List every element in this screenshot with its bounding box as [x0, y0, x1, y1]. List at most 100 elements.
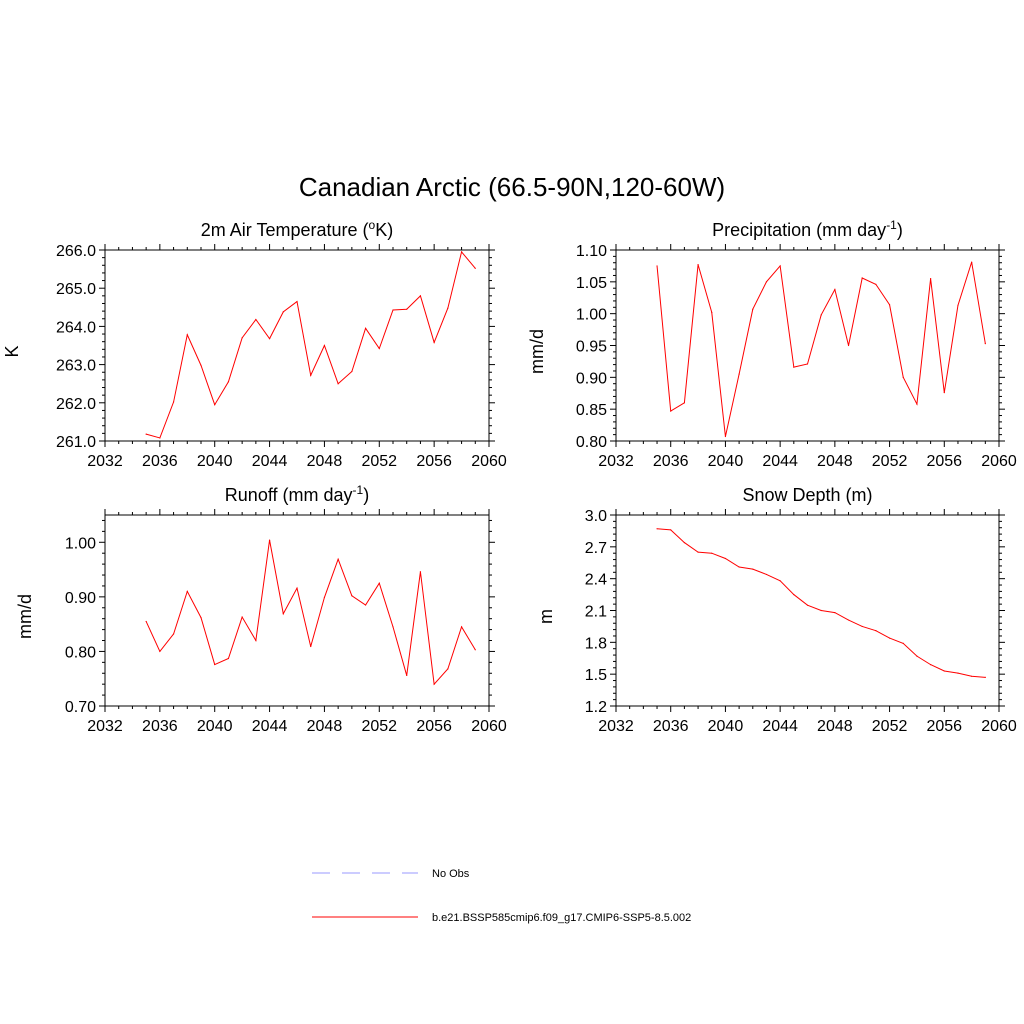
data-point [670, 410, 672, 412]
panel-title: Snow Depth (m) [742, 485, 872, 505]
plot-frame [104, 514, 490, 707]
x-tick-label: 2060 [471, 718, 507, 735]
data-point [834, 612, 836, 614]
plot-frame [615, 249, 1000, 442]
x-tick-label: 2060 [981, 453, 1017, 470]
data-point [943, 392, 945, 394]
y-tick-label: 2.4 [585, 572, 607, 589]
data-point [847, 619, 850, 621]
data-point [364, 327, 367, 329]
data-point [227, 657, 230, 660]
data-point [957, 304, 959, 306]
x-tick-label: 2052 [361, 453, 397, 470]
data-point [834, 288, 836, 291]
x-tick-label: 2036 [653, 718, 689, 735]
data-point [888, 637, 891, 639]
y-tick-label: 1.8 [585, 635, 607, 652]
panel-title-superscript: -1 [886, 218, 897, 232]
data-point [875, 283, 877, 285]
y-tick-label: 0.90 [576, 370, 607, 387]
data-point [971, 261, 973, 263]
series-line [657, 528, 986, 678]
x-tick-label: 2056 [416, 718, 452, 735]
data-point [752, 568, 754, 570]
data-point [765, 281, 768, 283]
data-point [172, 633, 175, 635]
x-tick-label: 2044 [762, 718, 798, 735]
data-point [406, 308, 408, 310]
y-tick-label: 0.85 [576, 402, 607, 419]
data-point [460, 251, 463, 253]
y-tick-label: 266.0 [56, 243, 96, 260]
x-tick-label: 2048 [307, 718, 343, 735]
data-point [683, 541, 685, 544]
data-point [711, 552, 713, 554]
data-point [779, 580, 781, 582]
y-tick-label: 1.00 [65, 535, 96, 552]
data-point [433, 341, 435, 344]
y-tick-label: 3.0 [585, 508, 607, 525]
panel-title-suffix: ) [363, 485, 369, 505]
data-point [656, 528, 658, 530]
panel-title-suffix: K) [375, 220, 393, 240]
panel-2: 2032 2036 2040 2044 2048 2052 2056 2060 0.80 0.85… [527, 218, 1017, 470]
x-tick-label: 2052 [872, 718, 908, 735]
panel-title: 2m Air Temperature (oK) [201, 218, 393, 240]
data-point [378, 582, 380, 584]
data-point [806, 604, 809, 606]
data-point [200, 364, 202, 366]
data-point [310, 645, 312, 648]
x-tick-label: 2056 [926, 453, 962, 470]
panel-title-text: 2m Air Temperature ( [201, 220, 369, 240]
x-tick-label: 2048 [307, 453, 343, 470]
data-point [186, 590, 188, 593]
data-point [793, 593, 795, 596]
plot-frame [615, 514, 1000, 707]
x-tick-label: 2060 [471, 453, 507, 470]
data-point [765, 573, 768, 576]
data-point [351, 370, 353, 373]
y-axis-label: m [536, 609, 556, 624]
x-tick-label: 2060 [981, 718, 1017, 735]
data-point [392, 309, 394, 311]
data-point [697, 264, 699, 266]
data-point [861, 625, 863, 628]
data-point [310, 374, 312, 376]
y-tick-label: 262.0 [56, 396, 96, 413]
data-point [145, 433, 147, 435]
legend-label: No Obs [432, 868, 470, 880]
data-point [711, 311, 713, 313]
data-point [916, 403, 918, 405]
data-point [447, 668, 449, 670]
y-tick-label: 1.5 [585, 667, 607, 684]
data-point [159, 650, 161, 653]
y-tick-label: 265.0 [56, 281, 96, 298]
data-point [296, 300, 298, 303]
panel-title-text: Snow Depth (m) [742, 485, 872, 505]
data-point [697, 551, 699, 553]
figure-title: Canadian Arctic (66.5-90N,120-60W) [299, 172, 725, 202]
data-point [406, 674, 408, 677]
data-point [268, 539, 271, 541]
data-point [392, 626, 394, 628]
y-axis-label: K [2, 345, 22, 357]
y-tick-label: 1.2 [585, 699, 607, 716]
x-tick-label: 2040 [197, 718, 233, 735]
data-point [337, 558, 339, 560]
data-point [227, 381, 230, 383]
data-point [916, 655, 918, 657]
x-tick-label: 2044 [252, 453, 288, 470]
data-point [241, 616, 243, 618]
data-point [902, 642, 904, 644]
data-point [460, 626, 463, 628]
data-point [971, 675, 973, 677]
y-tick-label: 0.80 [576, 434, 607, 451]
data-point [474, 649, 476, 651]
panel-title-text: Runoff (mm day [225, 485, 353, 505]
x-tick-label: 2044 [252, 718, 288, 735]
data-point [752, 308, 754, 310]
data-point [474, 267, 476, 269]
y-tick-label: 1.05 [576, 275, 607, 292]
data-point [984, 676, 986, 678]
y-axis-label: mm/d [15, 594, 35, 639]
